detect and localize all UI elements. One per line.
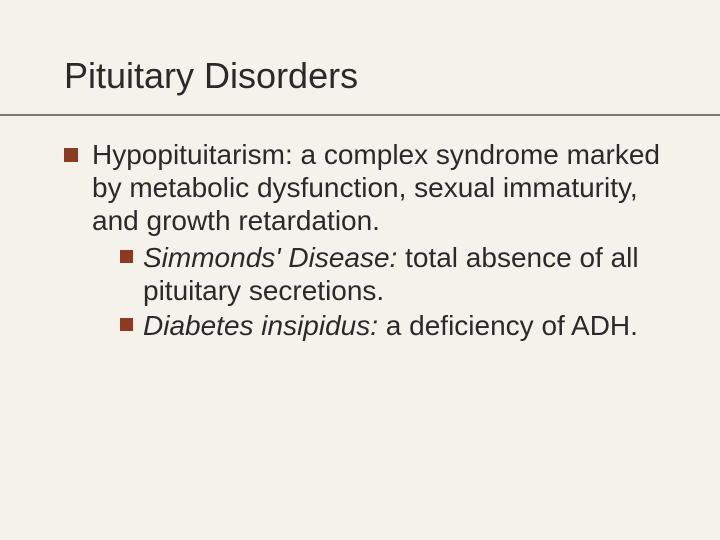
emphasis-term: Simmonds' Disease: [143,242,397,273]
slide: Pituitary Disorders Hypopituitarism: a c… [0,0,720,540]
bullet-level1: Hypopituitarism: a complex syndrome mark… [64,138,672,342]
bullet-level2-text: Simmonds' Disease: total absence of all … [143,241,672,307]
square-bullet-icon [64,148,78,162]
definition-text: a deficiency of ADH. [378,310,638,341]
square-bullet-icon [120,318,133,331]
bullet-l1-wrap: Hypopituitarism: a complex syndrome mark… [92,138,672,342]
bullet-level2-group: Simmonds' Disease: total absence of all … [120,241,672,342]
bullet-level2: Simmonds' Disease: total absence of all … [120,241,672,307]
square-bullet-icon [120,250,133,263]
slide-body: Hypopituitarism: a complex syndrome mark… [64,138,672,342]
bullet-level2: Diabetes insipidus: a deficiency of ADH. [120,309,672,342]
emphasis-term: Diabetes insipidus: [143,310,378,341]
slide-title: Pituitary Disorders [64,56,672,96]
title-underline [0,114,720,116]
bullet-level2-text: Diabetes insipidus: a deficiency of ADH. [143,309,638,342]
bullet-level1-text: Hypopituitarism: a complex syndrome mark… [92,138,672,237]
